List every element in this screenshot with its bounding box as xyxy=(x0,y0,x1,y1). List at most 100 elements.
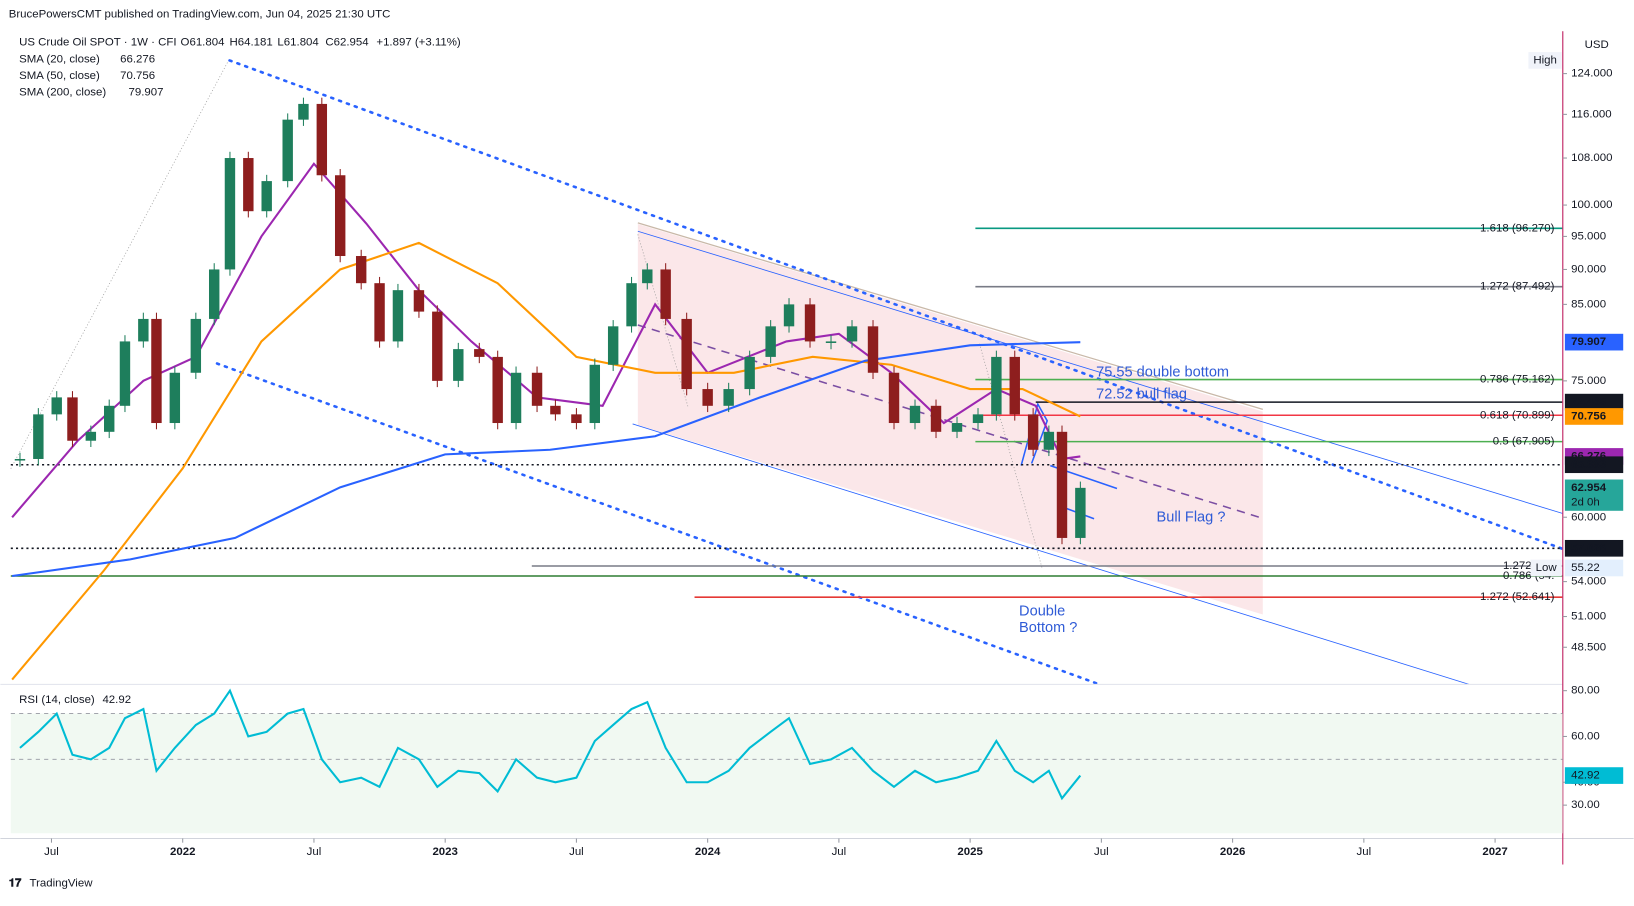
x-tick-label: 2023 xyxy=(432,846,457,858)
annotation: Bull Flag ? xyxy=(1157,510,1226,526)
ohlc-value: +1.897 (+3.11%) xyxy=(376,37,461,49)
candle xyxy=(355,256,367,284)
low-label: Low xyxy=(1536,562,1558,574)
price-tag xyxy=(1564,408,1624,425)
candle xyxy=(432,311,443,381)
candle xyxy=(723,389,734,406)
candle xyxy=(951,423,963,432)
candle xyxy=(510,372,522,424)
sma-legend: SMA (20, close) xyxy=(19,53,100,65)
fib-label: 1.272 (55. xyxy=(1503,560,1555,572)
annotation: Double xyxy=(1019,603,1065,619)
x-tick-label: Jul xyxy=(44,846,59,858)
candle xyxy=(316,103,328,176)
x-tick-label: 2022 xyxy=(170,846,195,858)
sma-line xyxy=(11,241,1081,681)
candle xyxy=(531,372,543,406)
fib-label: 1.618 (96.270) xyxy=(1480,222,1555,234)
candle xyxy=(744,356,755,390)
sma-legend: SMA (200, close) xyxy=(19,87,106,99)
candle xyxy=(1027,414,1039,450)
price-tag-label: 57.026 xyxy=(1571,542,1606,554)
candle xyxy=(151,318,162,424)
candle xyxy=(453,349,464,381)
x-tick-label: 2026 xyxy=(1220,846,1245,858)
price-pane xyxy=(10,59,1565,686)
price-tag-label: 79.907 xyxy=(1571,336,1606,348)
candle xyxy=(1043,431,1055,450)
y-tick-label: 85.000 xyxy=(1571,298,1606,310)
sma-legend-value: 66.276 xyxy=(120,53,155,65)
y-tick-label: 54.000 xyxy=(1571,576,1606,588)
candle xyxy=(930,405,942,432)
price-tag-sub: 2d 0h xyxy=(1571,496,1600,508)
y-tick-label: 90.000 xyxy=(1571,263,1606,275)
y-tick-label: 100.000 xyxy=(1571,199,1612,211)
fib-label: 0.786 (75.162) xyxy=(1480,374,1555,386)
y-tick-label: 124.000 xyxy=(1571,68,1612,80)
sma-legend: SMA (50, close) xyxy=(19,70,100,82)
fib-label: 0.618 (70.899) xyxy=(1480,409,1555,421)
ohlc-value: L61.804 xyxy=(277,37,319,49)
candle xyxy=(208,269,220,319)
candle xyxy=(261,181,272,212)
trendline xyxy=(637,324,1261,519)
candle xyxy=(991,356,1002,415)
price-tag xyxy=(1564,479,1624,511)
publisher: BrucePowersCMT published on TradingView.… xyxy=(9,9,391,21)
x-tick-label: 2024 xyxy=(695,846,721,858)
footer-logo: TradingView xyxy=(30,877,94,889)
candle xyxy=(243,158,254,212)
trendline xyxy=(215,362,1101,686)
fib-label: 0.786 (54. xyxy=(1503,570,1555,582)
trendline xyxy=(637,222,1263,410)
y-tick-label: 95.000 xyxy=(1571,230,1606,242)
high-label: High xyxy=(1533,54,1557,66)
price-tag-label: 62.954 xyxy=(1571,482,1607,494)
candle xyxy=(51,397,62,415)
channel-line xyxy=(637,230,1563,514)
candle xyxy=(626,283,637,327)
price-tag xyxy=(1564,333,1624,351)
candle xyxy=(14,458,26,461)
logo-mark: 𝟏𝟕 xyxy=(9,877,22,889)
annotation: 72.52 bull flag xyxy=(1096,387,1187,403)
candle xyxy=(413,290,425,312)
rsi-tag xyxy=(1564,767,1624,784)
y-tick-label: 60.00 xyxy=(1571,730,1600,742)
rsi-background xyxy=(10,713,1563,834)
y-tick-label: 51.000 xyxy=(1571,611,1606,623)
candle xyxy=(642,269,653,284)
annotation: 75.55 double bottom xyxy=(1096,365,1229,381)
price-tag xyxy=(1564,393,1624,411)
price-tag xyxy=(1564,456,1624,474)
y-tick-label: 116.000 xyxy=(1571,108,1612,120)
y-tick-label: 75.000 xyxy=(1571,375,1606,387)
candle xyxy=(138,318,149,342)
fib-label: 1.272 (87.492) xyxy=(1480,281,1555,293)
annotation: Bottom ? xyxy=(1019,620,1077,636)
x-tick-label: Jul xyxy=(307,846,322,858)
candle xyxy=(550,405,561,415)
sma-legend-value: 70.756 xyxy=(120,70,155,82)
y-tick-label: 30.00 xyxy=(1571,799,1600,811)
candle xyxy=(33,414,44,459)
low-price-label: 55.22 xyxy=(1571,562,1600,574)
candle xyxy=(492,356,503,424)
low-price-tag xyxy=(1564,559,1624,577)
candle xyxy=(224,158,236,270)
fib-label: 0.5 (67.905) xyxy=(1493,436,1555,448)
candle xyxy=(334,175,346,257)
candle xyxy=(765,326,776,357)
candle xyxy=(169,372,181,424)
sma-line xyxy=(11,341,1081,578)
candle xyxy=(1075,487,1086,538)
candle xyxy=(282,119,293,182)
symbol: US Crude Oil SPOT · 1W · CFI xyxy=(19,37,176,49)
candle xyxy=(190,318,202,373)
low-tag xyxy=(1530,559,1562,577)
candle xyxy=(85,431,97,441)
x-tick-label: Jul xyxy=(832,846,847,858)
candle xyxy=(67,397,78,441)
candle xyxy=(1009,356,1020,415)
